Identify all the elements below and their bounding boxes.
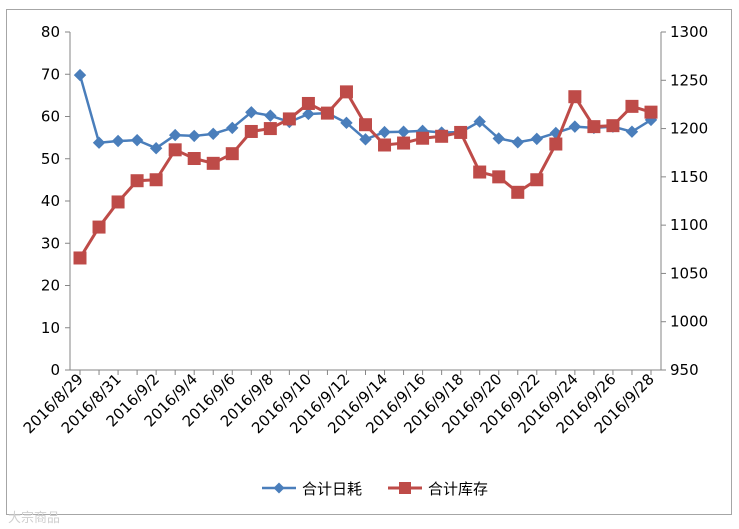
- data-point-square: [73, 251, 87, 265]
- legend-label: 合计库存: [428, 480, 488, 498]
- data-point-square: [511, 185, 525, 199]
- data-point-diamond: [340, 116, 353, 130]
- data-point-square: [492, 170, 506, 184]
- data-point-diamond: [492, 132, 505, 145]
- series-layer: [73, 68, 658, 265]
- chart-frame: [6, 9, 732, 515]
- data-point-square: [454, 125, 468, 139]
- data-point-square: [244, 124, 258, 138]
- y-left-tick-label: 60: [41, 108, 60, 126]
- y-left-tick-label: 50: [41, 150, 60, 168]
- data-point-square: [625, 99, 639, 113]
- data-point-square: [111, 195, 125, 209]
- data-point-diamond: [473, 115, 486, 128]
- data-point-square: [130, 174, 144, 188]
- watermark: 大宗商品: [8, 511, 61, 526]
- data-point-diamond: [264, 109, 277, 122]
- data-point-diamond: [397, 125, 410, 138]
- data-point-diamond: [130, 133, 144, 147]
- data-point-square: [359, 118, 372, 132]
- data-point-diamond: [187, 129, 201, 143]
- data-point-diamond: [530, 132, 544, 146]
- legend-marker-diamond: [273, 482, 285, 494]
- data-point-square: [320, 106, 334, 120]
- data-point-diamond: [511, 136, 524, 149]
- data-point-square: [549, 137, 563, 151]
- data-point-square: [282, 112, 296, 126]
- y-left-tick-label: 40: [41, 192, 60, 210]
- data-point-diamond: [149, 141, 163, 155]
- data-point-diamond: [245, 106, 258, 119]
- y-right-tick-label: 1050: [670, 264, 708, 282]
- data-point-diamond: [568, 120, 582, 133]
- data-point-diamond: [207, 127, 220, 141]
- legend: 合计日耗 合计库存: [262, 480, 488, 498]
- data-point-square: [606, 119, 620, 133]
- axes: 0 10 20 30 40 50 60 70 80 950 1000 1050 1100 1150 1200…: [20, 23, 708, 437]
- data-point-diamond: [226, 121, 239, 135]
- data-point-square: [206, 156, 220, 170]
- data-point-square: [587, 120, 601, 134]
- data-point-diamond: [92, 136, 106, 149]
- data-point-square: [263, 122, 277, 136]
- y-left-tick-label: 30: [41, 234, 60, 252]
- data-point-square: [378, 138, 392, 152]
- y-right-tick-label: 1200: [670, 120, 708, 138]
- y-right-tick-label: 1250: [670, 71, 708, 89]
- data-point-square: [568, 90, 582, 104]
- data-point-diamond: [359, 133, 372, 146]
- data-point-square: [530, 173, 544, 187]
- data-point-square: [92, 220, 106, 234]
- data-point-square: [473, 165, 487, 179]
- data-point-square: [225, 147, 239, 161]
- data-point-diamond: [111, 134, 125, 148]
- y-right-tick-label: 1100: [670, 216, 708, 234]
- data-point-diamond: [168, 128, 182, 142]
- y-right-tick-label: 1150: [670, 168, 708, 186]
- data-point-diamond: [302, 107, 315, 121]
- data-point-square: [644, 105, 658, 119]
- data-point-square: [397, 136, 411, 150]
- y-left-tick-label: 10: [41, 319, 60, 337]
- data-point-square: [416, 131, 430, 145]
- data-point-square: [301, 96, 315, 110]
- data-point-diamond: [73, 68, 87, 82]
- data-point-square: [168, 143, 182, 157]
- data-point-diamond: [378, 125, 391, 139]
- y-left-tick-label: 80: [41, 23, 60, 41]
- data-point-square: [435, 129, 449, 143]
- y-left-tick-label: 0: [50, 361, 60, 379]
- y-right-tick-label: 1300: [670, 23, 708, 41]
- data-point-square: [187, 152, 201, 166]
- y-right-tick-label: 950: [670, 361, 699, 379]
- y-right-tick-label: 1000: [670, 313, 708, 331]
- legend-label: 合计日耗: [302, 480, 362, 498]
- data-point-square: [149, 173, 163, 187]
- data-point-square: [339, 85, 353, 99]
- series-line-2: [78, 90, 652, 259]
- data-point-diamond: [625, 125, 639, 138]
- y-left-tick-label: 20: [41, 277, 60, 295]
- legend-marker-square: [399, 482, 411, 494]
- y-left-tick-label: 70: [41, 65, 60, 83]
